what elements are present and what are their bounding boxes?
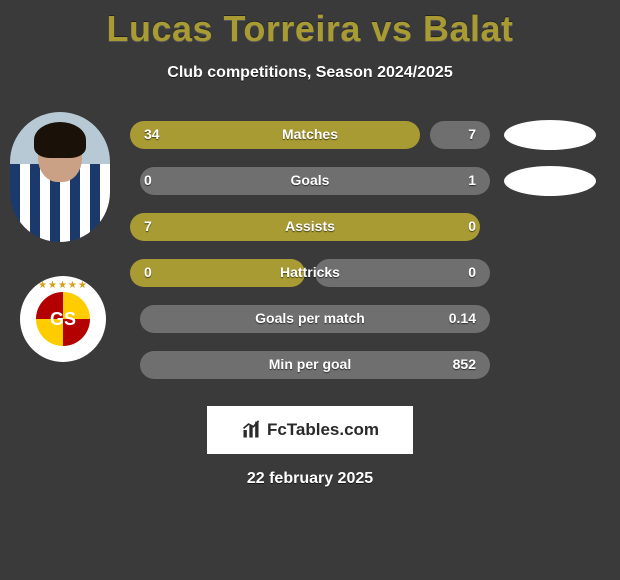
stat-value-right: 0 (468, 218, 476, 234)
stat-value-left: 0 (144, 264, 152, 280)
fctables-logo-icon (241, 420, 261, 440)
stat-value-right: 7 (468, 126, 476, 142)
left-spacer (10, 296, 130, 342)
stat-bar: 0 1 Goals (130, 165, 490, 197)
stat-rows: 34 7 Matches 0 1 Goals 7 0 Assists 0 0 Hattricks 0.1… (10, 112, 610, 388)
stat-value-right: 0 (468, 264, 476, 280)
stat-row: 34 7 Matches (10, 112, 610, 158)
stat-row: 0 0 Hattricks (10, 250, 610, 296)
stat-label: Assists (285, 218, 335, 234)
stat-value-left: 0 (144, 172, 152, 188)
right-avatar-slot (490, 342, 610, 388)
right-avatar-slot (490, 112, 610, 158)
left-spacer (10, 158, 130, 204)
stat-label: Goals (291, 172, 330, 188)
stat-label: Goals per match (255, 310, 365, 326)
fctables-label: FcTables.com (267, 420, 379, 440)
date-line: 22 february 2025 (0, 470, 620, 488)
left-spacer (10, 204, 130, 250)
stat-label: Hattricks (280, 264, 340, 280)
stat-bar-left (130, 121, 420, 149)
stat-bar: 7 0 Assists (130, 211, 490, 243)
page-title: Lucas Torreira vs Balat (0, 0, 620, 50)
stat-bar: 852 Min per goal (130, 349, 490, 381)
fctables-watermark: FcTables.com (207, 406, 413, 454)
player-placeholder-icon (504, 166, 596, 196)
stat-value-right: 852 (453, 356, 476, 372)
stat-bar: 34 7 Matches (130, 119, 490, 151)
right-avatar-slot (490, 204, 610, 250)
page-subtitle: Club competitions, Season 2024/2025 (0, 64, 620, 82)
stat-row: 0 1 Goals (10, 158, 610, 204)
stat-value-left: 7 (144, 218, 152, 234)
stat-value-right: 1 (468, 172, 476, 188)
stat-row: 7 0 Assists (10, 204, 610, 250)
stat-value-left: 34 (144, 126, 160, 142)
left-spacer (10, 250, 130, 296)
left-spacer (10, 342, 130, 388)
stat-value-right: 0.14 (449, 310, 476, 326)
stat-bar-right (430, 121, 490, 149)
stat-label: Matches (282, 126, 338, 142)
right-avatar-slot (490, 158, 610, 204)
right-avatar-slot (490, 250, 610, 296)
stat-label: Min per goal (269, 356, 351, 372)
stat-row: 852 Min per goal (10, 342, 610, 388)
stat-bar-left (130, 259, 305, 287)
stat-row: 0.14 Goals per match (10, 296, 610, 342)
stat-bar: 0 0 Hattricks (130, 257, 490, 289)
right-avatar-slot (490, 296, 610, 342)
comparison-area: ★★★★★ GS 347Matches01Goals70Assists00Hat… (0, 112, 620, 388)
player-placeholder-icon (504, 120, 596, 150)
stat-bar: 0.14 Goals per match (130, 303, 490, 335)
stat-bar-right (315, 259, 490, 287)
